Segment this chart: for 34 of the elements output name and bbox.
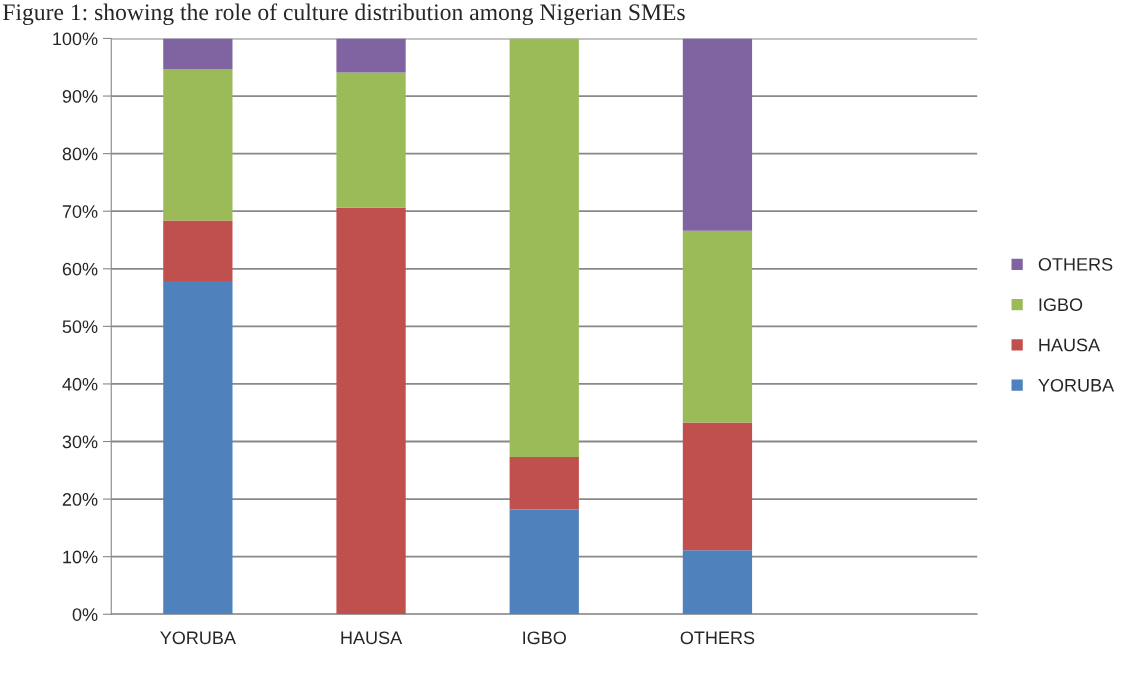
legend-label: YORUBA <box>1038 378 1115 392</box>
bar <box>163 280 233 615</box>
y-tick-label: 100% <box>53 32 98 46</box>
bar <box>163 38 233 69</box>
bar <box>682 230 753 423</box>
bar <box>163 220 233 281</box>
x-tick-label: YORUBA <box>160 631 236 645</box>
bar <box>682 422 753 551</box>
x-tick-label: IGBO <box>523 631 566 645</box>
bar <box>336 207 406 615</box>
y-tick-label: 80% <box>62 147 98 161</box>
x-tick-label: OTHERS <box>680 631 755 645</box>
bar <box>509 38 579 458</box>
y-tick-label: 20% <box>62 493 98 506</box>
bar <box>509 457 579 510</box>
legend-label: HAUSA <box>1039 338 1101 352</box>
bar <box>682 550 753 615</box>
y-tick-label: 50% <box>62 320 98 334</box>
y-tick-label: 30% <box>62 435 98 449</box>
bar <box>163 68 233 221</box>
bar <box>682 38 753 231</box>
bar <box>336 72 406 208</box>
bar <box>509 509 579 615</box>
bar <box>336 38 406 73</box>
y-tick-label: 60% <box>62 262 98 276</box>
y-tick-label: 70% <box>62 205 98 218</box>
y-tick-label: 0% <box>72 608 98 621</box>
x-tick-label: HAUSA <box>341 631 403 645</box>
y-tick-label: 90% <box>62 89 98 103</box>
chart-title: Figure 1: showing the role of culture distribution among Nigerian SMEs <box>2 3 685 26</box>
y-tick-label: 40% <box>62 377 98 391</box>
y-tick-label: 10% <box>63 550 98 564</box>
legend-label: IGBO <box>1039 298 1083 312</box>
legend-label: OTHERS <box>1038 257 1113 271</box>
